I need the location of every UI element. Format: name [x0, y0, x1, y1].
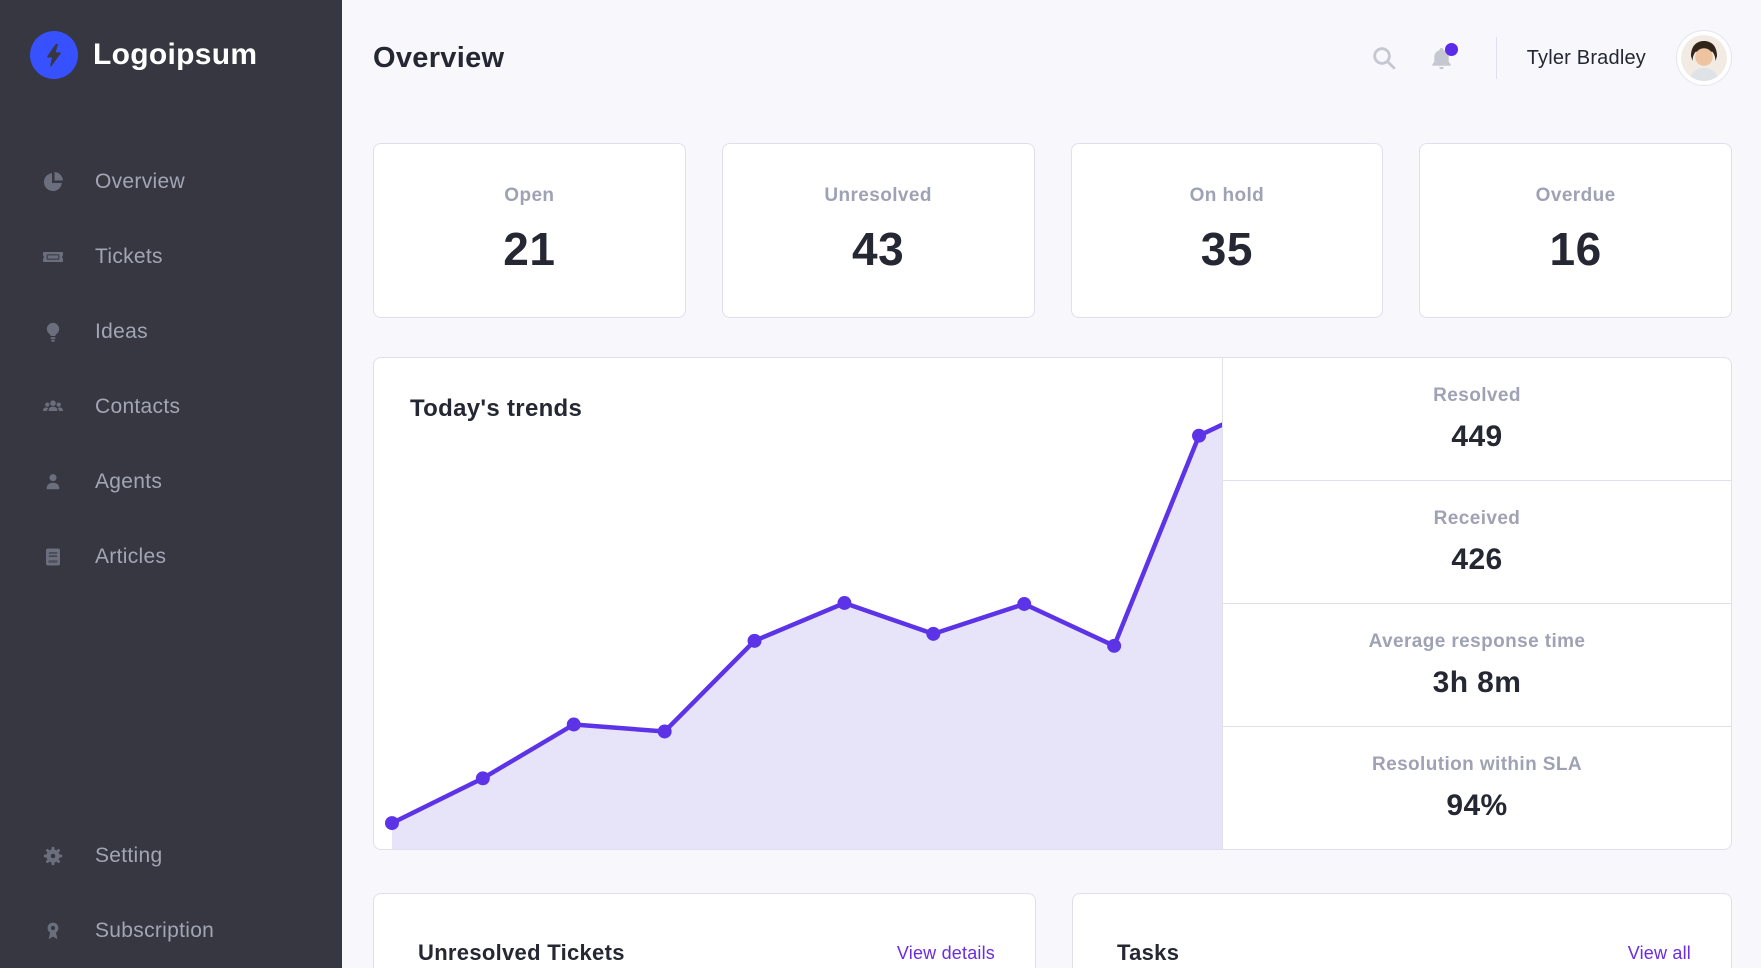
trends-title: Today's trends [410, 395, 583, 422]
people-group-icon [41, 395, 65, 419]
side-stat-received: Received 426 [1223, 480, 1731, 603]
page-title: Overview [373, 42, 505, 74]
brand-logo: Logoipsum [30, 31, 257, 79]
view-all-link[interactable]: View all [1627, 942, 1691, 963]
sidebar-item-overview[interactable]: Overview [0, 144, 342, 219]
card-header: Unresolved Tickets View details [374, 894, 1035, 968]
sidebar-item-label: Setting [95, 843, 163, 867]
stat-card-unresolved[interactable]: Unresolved 43 [721, 143, 1035, 318]
card-title: Tasks [1117, 940, 1180, 965]
sidebar-nav: Overview Tickets Ideas Contacts Agents [0, 144, 342, 594]
avatar[interactable] [1676, 30, 1732, 86]
sidebar-item-ideas[interactable]: Ideas [0, 294, 342, 369]
side-stat-sla: Resolution within SLA 94% [1223, 726, 1731, 849]
brand-name: Logoipsum [93, 38, 258, 71]
card-title: Unresolved Tickets [418, 940, 625, 965]
bell-icon[interactable] [1428, 43, 1458, 72]
main-content: Overview Tyler Bradley Open 21 Unresolve… [342, 0, 1761, 968]
sidebar-item-contacts[interactable]: Contacts [0, 369, 342, 444]
lightbulb-icon [41, 320, 65, 344]
sidebar-item-subscription[interactable]: Subscription [0, 893, 342, 968]
tasks-card: Tasks View all [1072, 893, 1732, 968]
stat-card-on-hold[interactable]: On hold 35 [1070, 143, 1384, 318]
side-stat-avg-response: Average response time 3h 8m [1223, 603, 1731, 726]
stat-card-overdue[interactable]: Overdue 16 [1419, 143, 1732, 318]
side-stat-label: Received [1433, 507, 1521, 529]
trends-side-stats: Resolved 449 Received 426 Average respon… [1222, 358, 1731, 849]
sidebar-item-setting[interactable]: Setting [0, 818, 342, 893]
side-stat-value: 94% [1446, 788, 1508, 822]
stat-card-open[interactable]: Open 21 [373, 143, 686, 318]
side-stat-label: Average response time [1368, 630, 1586, 652]
sidebar-item-tickets[interactable]: Tickets [0, 219, 342, 294]
stat-label: On hold [1189, 185, 1265, 206]
stat-value: 35 [1200, 223, 1253, 275]
stat-label: Overdue [1535, 185, 1616, 206]
sidebar-item-label: Subscription [95, 918, 215, 942]
stat-cards-row: Open 21 Unresolved 43 On hold 35 Overdue… [373, 143, 1732, 318]
stat-value: 21 [503, 223, 556, 275]
stat-value: 16 [1549, 223, 1602, 275]
search-icon[interactable] [1370, 44, 1398, 72]
trends-card: Today's trends Resolved 449 Received 426… [373, 357, 1732, 850]
user-name[interactable]: Tyler Bradley [1526, 46, 1646, 69]
badge-icon [41, 919, 65, 943]
sidebar: Logoipsum Overview Tickets Ideas Contact… [0, 0, 342, 968]
pie-chart-icon [41, 170, 65, 194]
sidebar-item-label: Tickets [95, 244, 163, 268]
sidebar-item-label: Agents [95, 469, 163, 493]
sidebar-item-label: Ideas [95, 319, 148, 343]
trends-chart-pane: Today's trends [374, 358, 1222, 849]
side-stat-value: 449 [1451, 419, 1503, 453]
header-actions: Tyler Bradley [1370, 30, 1732, 86]
side-stat-label: Resolved [1433, 384, 1521, 406]
ticket-icon [41, 245, 65, 269]
card-header: Tasks View all [1073, 894, 1731, 968]
gear-icon [41, 844, 65, 868]
lightning-bolt-icon [30, 31, 78, 79]
side-stat-label: Resolution within SLA [1372, 753, 1582, 775]
side-stat-value: 426 [1451, 542, 1503, 576]
book-icon [41, 545, 65, 569]
bottom-cards-row: Unresolved Tickets View details Tasks Vi… [373, 893, 1732, 968]
person-icon [41, 470, 65, 494]
sidebar-item-agents[interactable]: Agents [0, 444, 342, 519]
sidebar-item-label: Articles [95, 544, 167, 568]
side-stat-value: 3h 8m [1432, 665, 1522, 699]
side-stat-resolved: Resolved 449 [1223, 358, 1731, 480]
unresolved-tickets-card: Unresolved Tickets View details [373, 893, 1036, 968]
stat-value: 43 [852, 223, 905, 275]
sidebar-item-label: Overview [95, 169, 185, 193]
header-divider [1495, 37, 1497, 79]
stat-label: Unresolved [824, 185, 932, 206]
stat-label: Open [504, 185, 555, 206]
sidebar-footer-nav: Setting Subscription [0, 818, 342, 968]
view-details-link[interactable]: View details [896, 942, 995, 963]
trends-chart [384, 422, 1222, 849]
notification-dot [1444, 43, 1458, 56]
sidebar-item-label: Contacts [95, 394, 181, 418]
sidebar-item-articles[interactable]: Articles [0, 519, 342, 594]
